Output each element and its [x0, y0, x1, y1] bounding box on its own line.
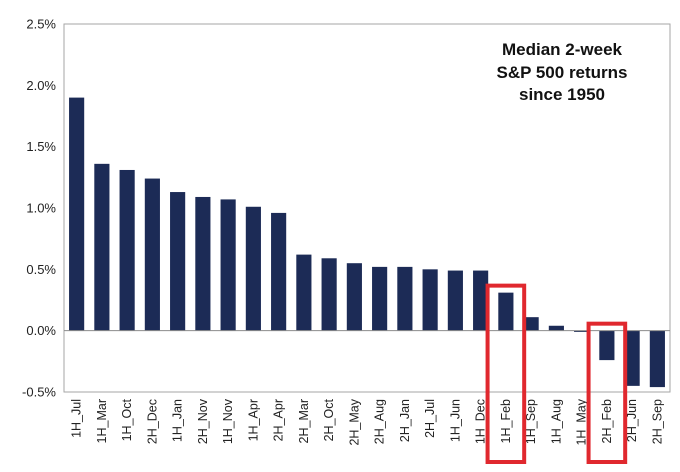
highlight-box-2H_Feb [586, 321, 628, 465]
bar-1H_Feb [498, 292, 514, 331]
bar-2H_Nov [195, 196, 211, 331]
bar-2H_Oct [321, 258, 337, 331]
x-tick-label: 1H_Apr [246, 399, 260, 441]
bar-2H_Apr [271, 212, 287, 331]
x-tick-label: 1H_Dec [474, 399, 488, 444]
chart-title-line-3: since 1950 [519, 85, 605, 104]
bar-1H_Apr [245, 206, 261, 331]
bar-2H_Sep [649, 330, 665, 388]
bar-2H_May [346, 263, 362, 331]
x-tick-label: 1H_Jan [171, 399, 185, 442]
x-tick-label: 2H_Jun [625, 399, 639, 442]
x-tick-label: 2H_Feb [600, 399, 614, 444]
y-tick-label: 0.5% [26, 262, 56, 277]
bar-2H_Jan [397, 266, 413, 331]
bar-2H_Feb [599, 330, 615, 361]
chart-title: Median 2-week S&P 500 returns since 1950 [496, 40, 627, 104]
x-tick-label: 2H_Jul [423, 399, 437, 438]
bars-group [69, 97, 665, 388]
bar-2H_Jun [624, 330, 640, 386]
bar-1H_Jul [69, 97, 85, 331]
bar-1H_Oct [119, 169, 135, 331]
bar-1H_Jan [170, 192, 186, 331]
highlight-box-1H_Feb [485, 283, 527, 465]
x-tick-label: 2H_Aug [373, 399, 387, 444]
x-tick-label: 1H_Mar [95, 399, 109, 443]
bar-1H_Aug [548, 325, 564, 331]
bar-2H_Dec [144, 178, 160, 331]
highlight-boxes [485, 283, 628, 465]
y-tick-label: 1.5% [26, 139, 56, 154]
x-tick-label: 1H_Jul [70, 399, 84, 438]
x-tick-label: 2H_Sep [650, 399, 664, 444]
x-tick-label: 1H_Aug [549, 399, 563, 444]
bar-1H_Sep [523, 317, 539, 331]
y-tick-label: 1.0% [26, 201, 56, 216]
bar-1H_Nov [220, 199, 236, 331]
chart-title-line-1: Median 2-week [502, 40, 623, 59]
bar-1H_Mar [94, 163, 110, 331]
x-tick-label: 2H_Nov [196, 398, 210, 444]
x-tick-label: 1H_Jun [448, 399, 462, 442]
bar-2H_Aug [372, 266, 388, 331]
x-axis-tick-labels: 1H_Jul 1H_Mar 1H_Oct 2H_Dec 1H_Jan 2H_Nov 1H_N… [70, 398, 665, 445]
y-tick-label: 0.0% [26, 323, 56, 338]
x-tick-label: 1H_Nov [221, 398, 235, 444]
x-tick-label: 2H_Dec [145, 399, 159, 444]
x-tick-label: 2H_Oct [322, 398, 336, 441]
x-tick-label: 2H_Mar [297, 399, 311, 443]
y-tick-label: 2.5% [26, 17, 56, 32]
y-tick-label: 2.0% [26, 78, 56, 93]
bar-2H_Mar [296, 254, 312, 331]
x-tick-label: 1H_Feb [499, 399, 513, 444]
x-tick-label: 1H_Oct [120, 398, 134, 441]
chart-title-line-2: S&P 500 returns [496, 63, 627, 82]
y-axis-tick-labels: 2.5% 2.0% 1.5% 1.0% 0.5% 0.0% -0.5% [22, 17, 56, 400]
x-tick-label: 1H_Sep [524, 399, 538, 444]
bar-2H_Jul [422, 269, 438, 331]
bar-1H_Dec [473, 270, 489, 331]
y-tick-label: -0.5% [22, 385, 56, 400]
x-tick-label: 1H_May [575, 398, 589, 445]
x-tick-label: 2H_Jan [398, 399, 412, 442]
bar-1H_Jun [447, 270, 463, 331]
x-tick-label: 2H_Apr [272, 399, 286, 441]
x-tick-label: 2H_May [347, 398, 361, 445]
bar-1H_May [574, 330, 590, 332]
